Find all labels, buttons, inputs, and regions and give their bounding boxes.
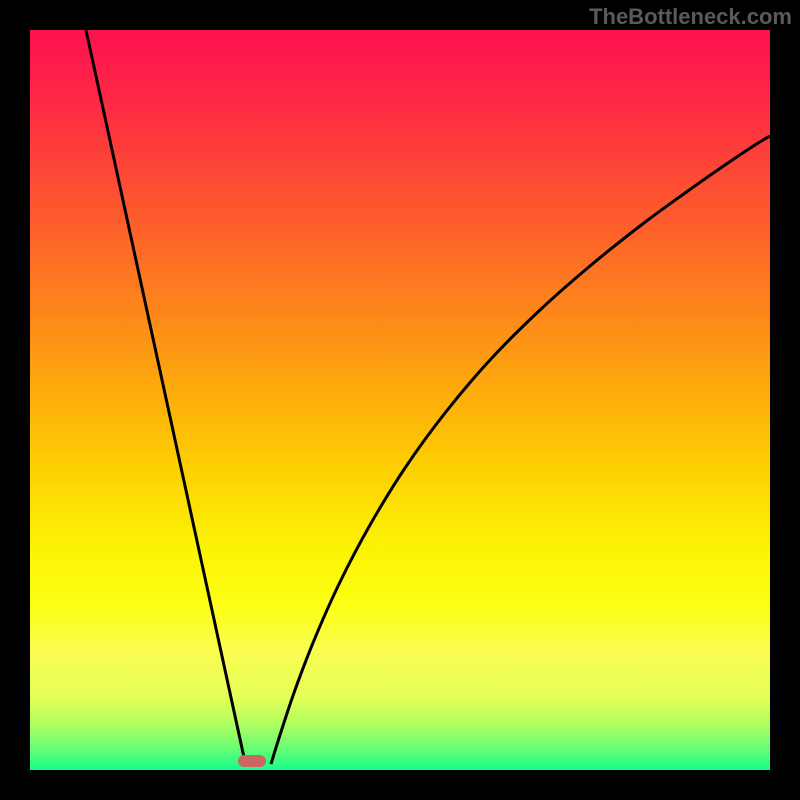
watermark-text: TheBottleneck.com	[589, 4, 792, 30]
left-line	[86, 30, 245, 762]
min-marker	[238, 755, 266, 767]
right-curve	[271, 136, 770, 764]
chart-container: TheBottleneck.com	[0, 0, 800, 800]
curve-layer	[30, 30, 770, 770]
plot-area	[30, 30, 770, 770]
